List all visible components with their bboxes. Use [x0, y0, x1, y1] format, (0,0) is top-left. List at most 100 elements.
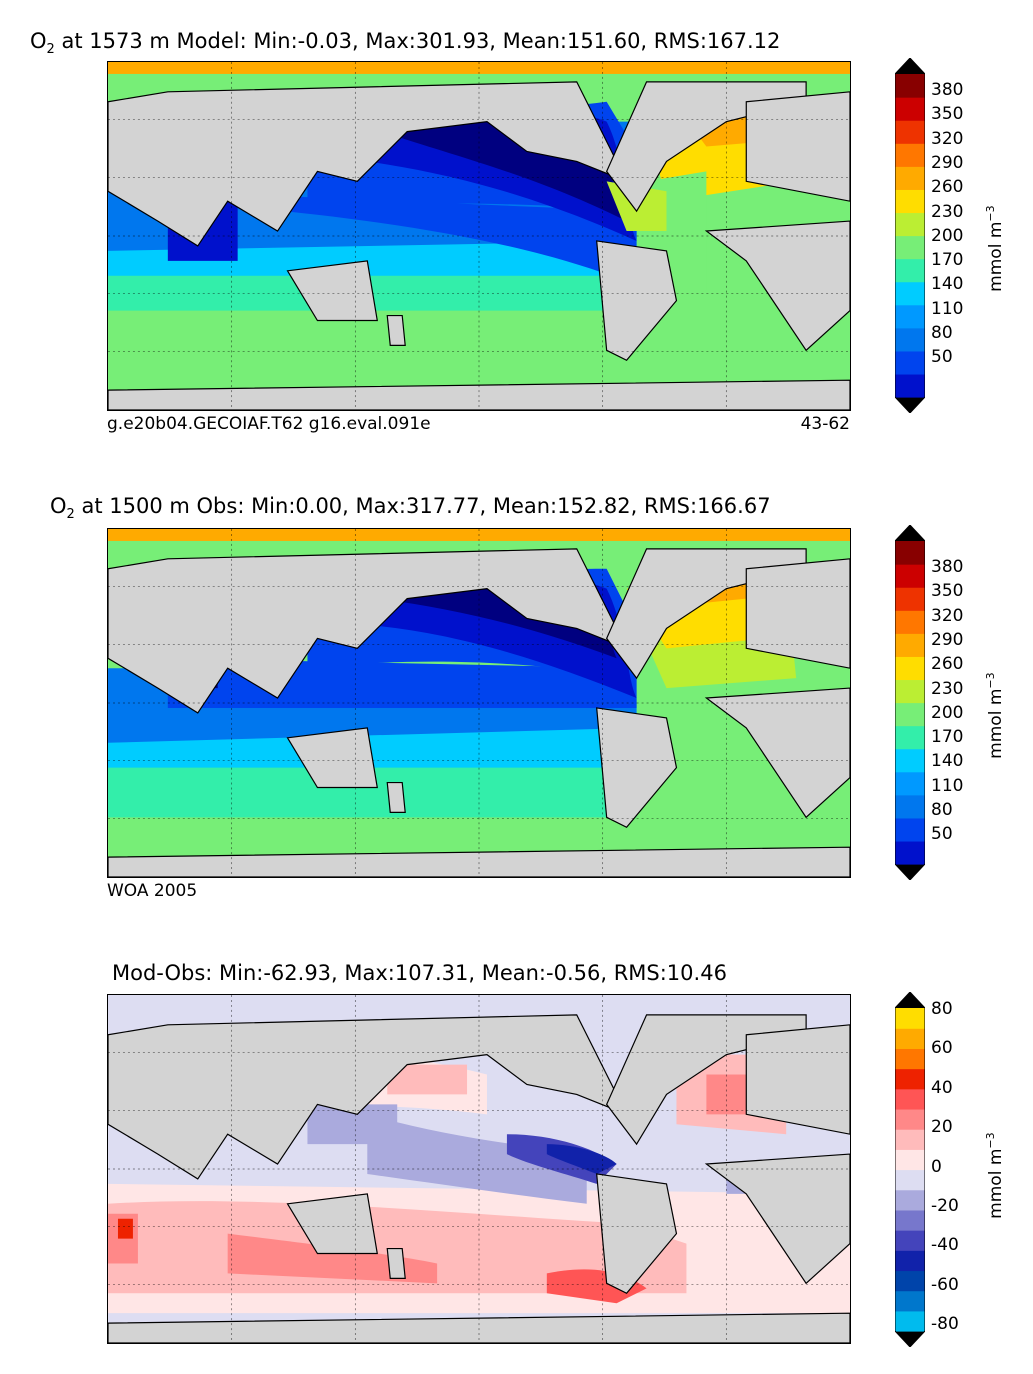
colorbar-segment: [895, 702, 925, 727]
colorbar-segment: [895, 771, 925, 796]
colorbar-tick-label: 40: [931, 1077, 953, 1098]
title-species: O: [50, 494, 67, 518]
colorbar-segment: [895, 189, 925, 214]
colorbar-segment: [895, 143, 925, 167]
colorbar-extend-min: [895, 397, 925, 413]
colorbar-segment: [895, 1088, 925, 1110]
colorbar-segment: [895, 610, 925, 634]
colorbar-tick-label: 170: [931, 727, 964, 748]
o2-obs-map: [108, 529, 850, 877]
colorbar-segment: [895, 281, 925, 306]
colorbar-tick-label: 170: [931, 250, 964, 271]
colorbar-segment: [895, 166, 925, 190]
colorbar-segment: [895, 1149, 925, 1171]
colorbar-segment: [895, 1068, 925, 1090]
colorbar-tick-label: 80: [931, 323, 953, 343]
colorbar-tick-label: 200: [931, 702, 964, 723]
colorbar-tick-label: 80: [931, 999, 953, 1019]
colorbar-extend-min: [895, 864, 925, 880]
colorbar-segment: [895, 1310, 925, 1332]
colorbar-tick-label: 60: [931, 1038, 953, 1059]
colorbar-segment: [895, 541, 925, 565]
colorbar: [895, 992, 925, 1347]
colorbar-tick-label: 200: [931, 225, 964, 246]
colorbar-extend-max: [895, 992, 925, 1008]
colorbar-tick-label: 260: [931, 654, 964, 675]
colorbar-segment: [895, 725, 925, 750]
colorbar-segment: [895, 304, 925, 329]
colorbar-segment: [895, 212, 925, 237]
colorbar-extend-max: [895, 58, 925, 74]
colorbar-tick-label: -80: [931, 1314, 959, 1335]
colorbar-extend-max: [895, 525, 925, 541]
colorbar-segment: [895, 350, 925, 375]
colorbar-tick-label: 320: [931, 605, 964, 626]
colorbar-segment: [895, 1008, 925, 1029]
land-mask: [108, 548, 850, 877]
graticule: [108, 62, 850, 410]
map-plot: [107, 994, 851, 1344]
colorbar-tick-label: 320: [931, 128, 964, 149]
colorbar-tick-label: 290: [931, 152, 964, 173]
colorbar-tick-label: 50: [931, 824, 953, 845]
colorbar-label: mmol m−3: [984, 672, 1006, 759]
colorbar-tick-label: -60: [931, 1274, 959, 1295]
title-text: at 1573 m Model: Min:-0.03, Max:301.93, …: [54, 29, 781, 53]
title-text: Mod-Obs: Min:-62.93, Max:107.31, Mean:-0…: [112, 961, 727, 985]
colorbar-tick-label: 350: [931, 581, 964, 602]
colorbar-tick-label: 50: [931, 347, 953, 368]
map-plot: [107, 528, 851, 878]
land-mask: [108, 1014, 850, 1343]
colorbar-tick-label: 380: [931, 557, 964, 577]
colorbar-segment: [895, 679, 925, 704]
colorbar-segment: [895, 587, 925, 611]
colorbar-tick-label: -20: [931, 1196, 959, 1216]
colorbar-tick-label: 110: [931, 775, 964, 796]
colorbar-segment: [895, 1290, 925, 1312]
colorbar-tick-label: 140: [931, 274, 964, 295]
colorbar-tick-label: 290: [931, 629, 964, 650]
panel-title: O2 at 1573 m Model: Min:-0.03, Max:301.9…: [30, 29, 781, 57]
map-plot: [107, 61, 851, 411]
colorbar-tick-label: 80: [931, 800, 953, 820]
colorbar-extend-min: [895, 1331, 925, 1347]
colorbar-segment: [895, 327, 925, 352]
colorbar-segment: [895, 258, 925, 283]
footer-left: WOA 2005: [107, 881, 198, 901]
colorbar-label: mmol m−3: [984, 205, 1006, 292]
colorbar-segment: [895, 1129, 925, 1150]
o2-model-map: [108, 62, 850, 410]
colorbar-segment: [895, 1250, 925, 1272]
footer-left: g.e20b04.GECOIAF.T62 g16.eval.091e: [107, 414, 431, 434]
colorbar-segment: [895, 1108, 925, 1130]
colorbar-segment: [895, 235, 925, 260]
title-text: at 1500 m Obs: Min:0.00, Max:317.77, Mea…: [74, 494, 771, 518]
colorbar-ramp: [895, 992, 925, 1347]
colorbar-ramp: [895, 58, 925, 413]
colorbar-tick-label: 20: [931, 1117, 953, 1138]
title-subscript: 2: [66, 507, 75, 522]
colorbar-segment: [895, 1189, 925, 1211]
colorbar-segment: [895, 817, 925, 842]
colorbar-segment: [895, 1230, 925, 1251]
colorbar-tick-label: 350: [931, 104, 964, 125]
colorbar-segment: [895, 97, 925, 121]
colorbar-segment: [895, 656, 925, 681]
colorbar: [895, 525, 925, 880]
colorbar-tick-label: 140: [931, 751, 964, 772]
graticule: [108, 995, 850, 1343]
colorbar-segment: [895, 794, 925, 819]
land-mask: [108, 81, 850, 410]
panel-title: O2 at 1500 m Obs: Min:0.00, Max:317.77, …: [50, 494, 771, 522]
colorbar-segment: [895, 1028, 925, 1049]
colorbar-segment: [895, 1169, 925, 1191]
colorbar-label: mmol m−3: [984, 1132, 1006, 1219]
colorbar-segment: [895, 373, 925, 398]
colorbar-segment: [895, 1048, 925, 1070]
title-species: O: [30, 29, 47, 53]
colorbar-ramp: [895, 525, 925, 880]
colorbar-segment: [895, 120, 925, 144]
colorbar-tick-label: 230: [931, 201, 964, 222]
colorbar-segment: [895, 1270, 925, 1292]
colorbar-segment: [895, 1209, 925, 1231]
